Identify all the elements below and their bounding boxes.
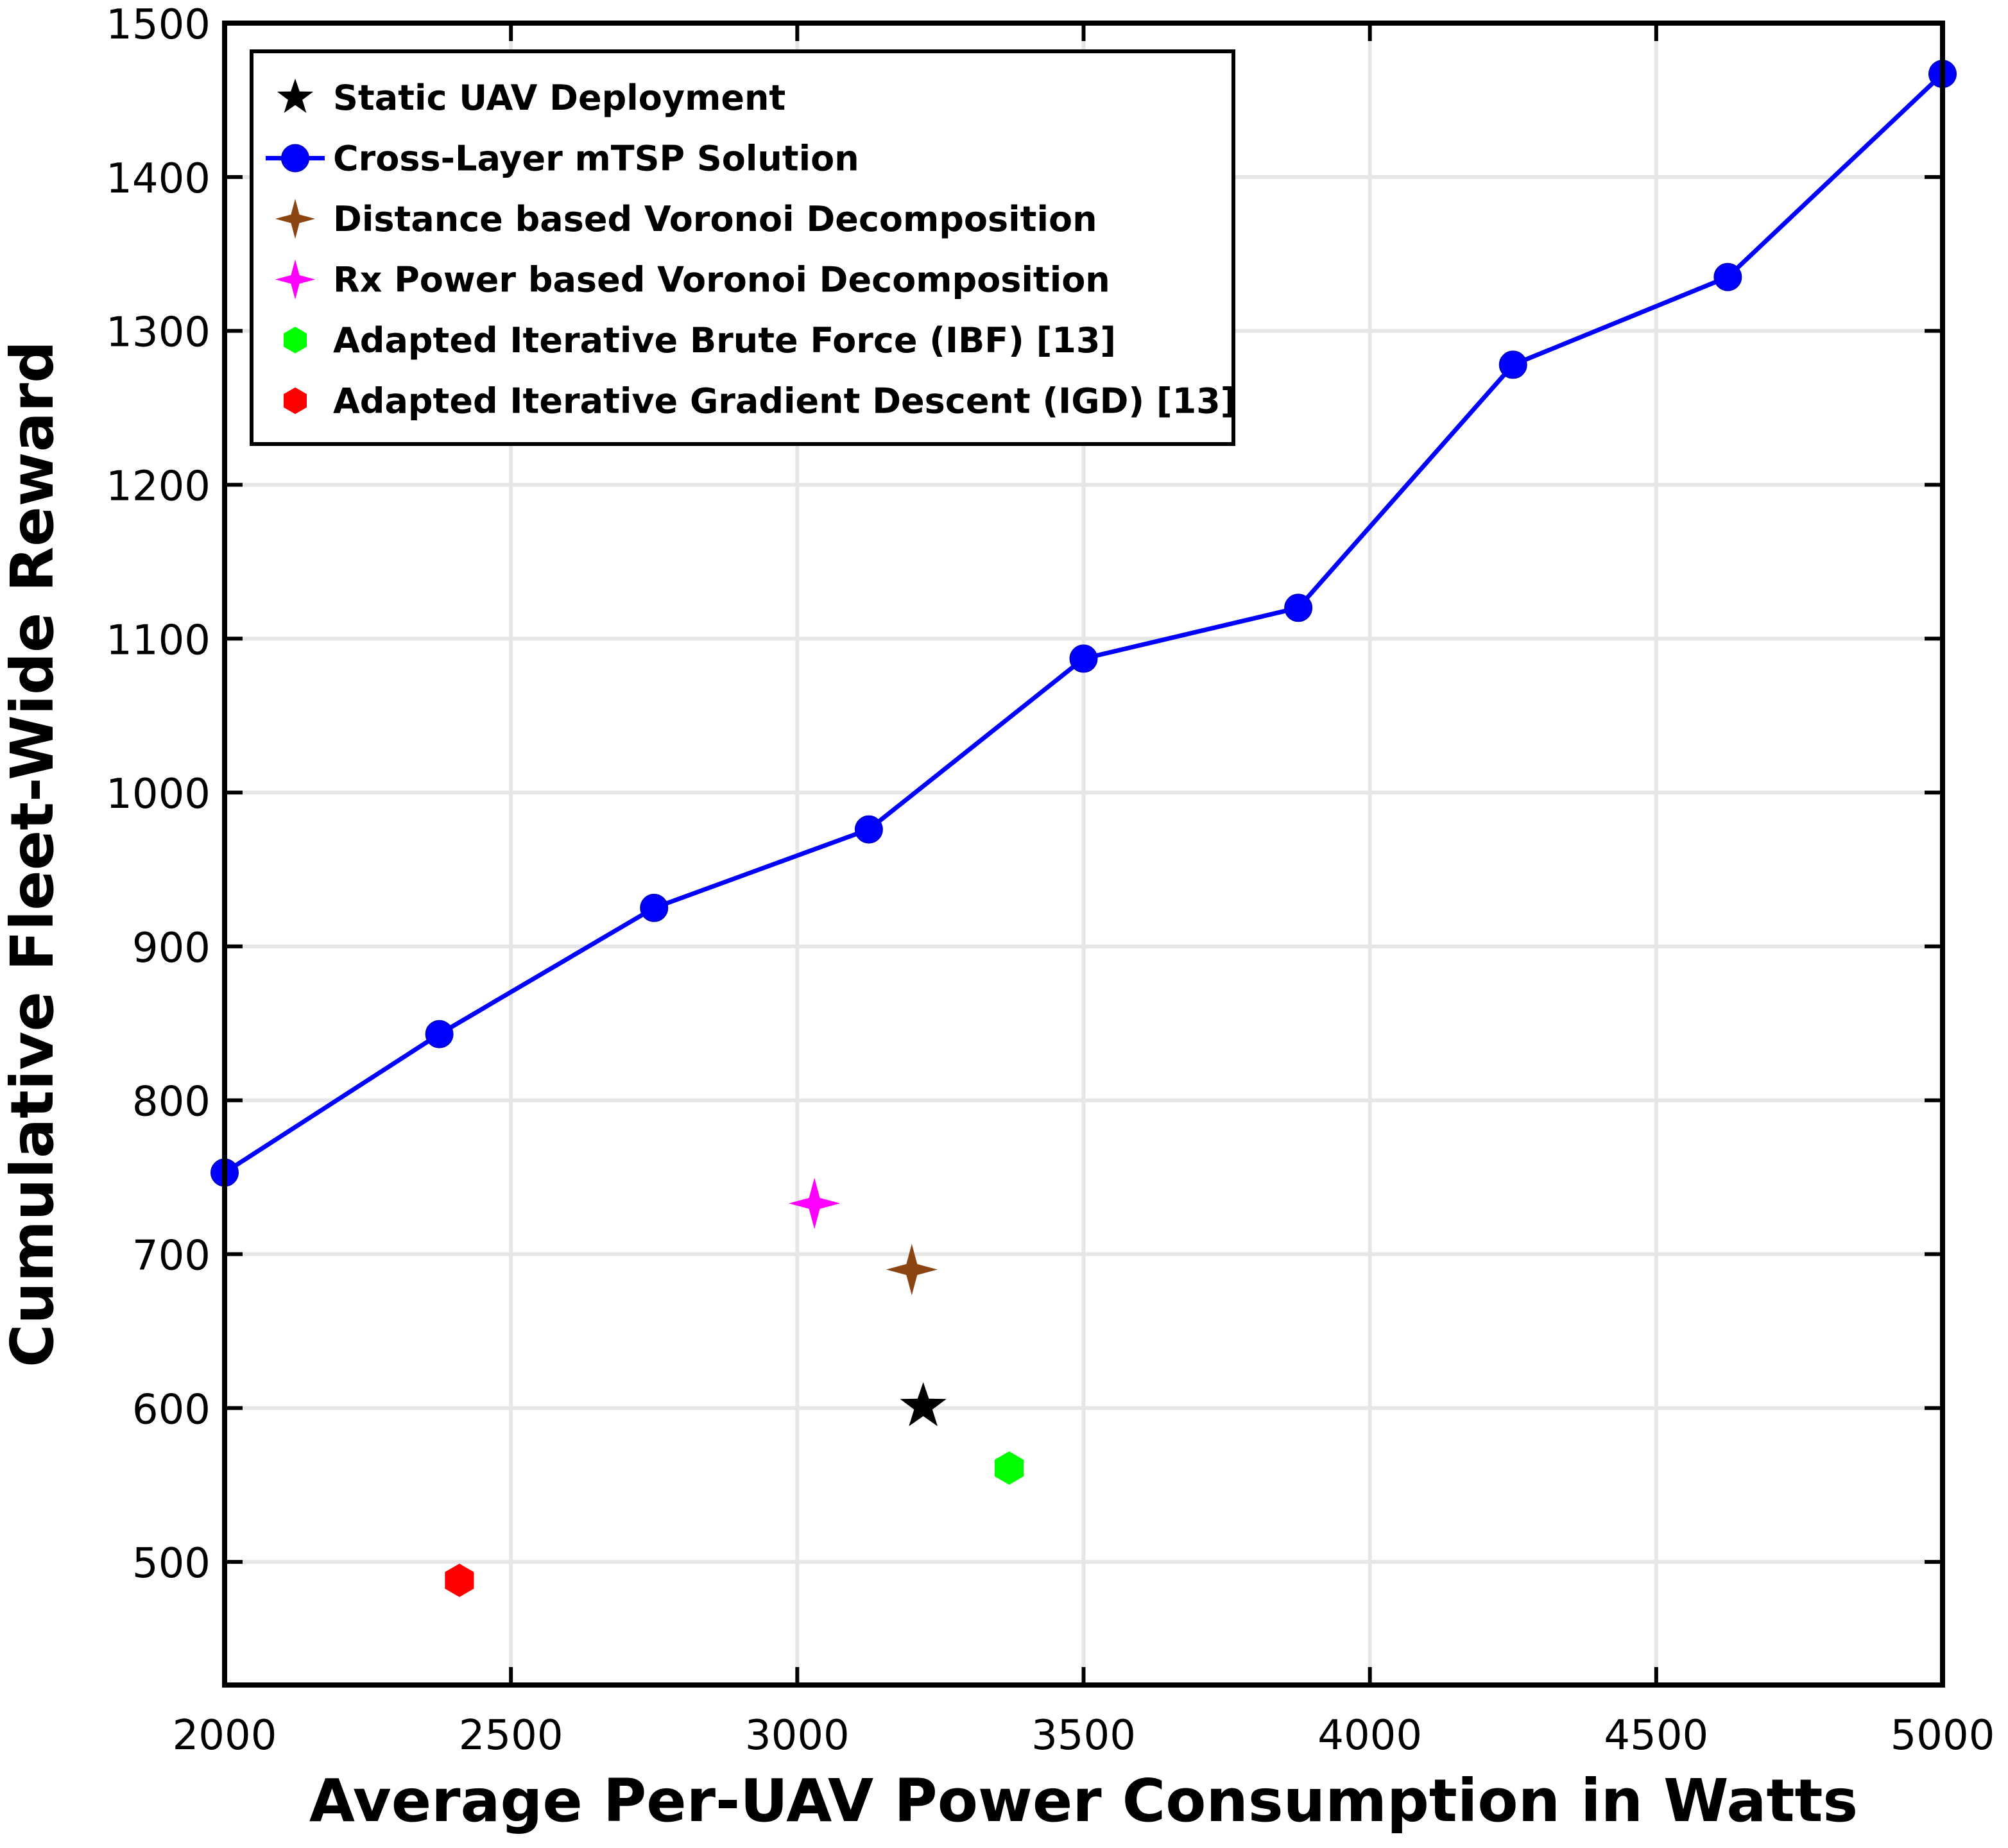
tick-labels: 2000 2500 3000 3500 4000 4500 5000 500 600 700 800… — [106, 1, 1995, 1759]
data-point — [994, 1451, 1024, 1485]
data-markers — [210, 60, 1957, 1597]
data-point — [789, 1177, 841, 1229]
data-point — [425, 1020, 454, 1048]
legend-marker — [283, 387, 307, 415]
legend-marker — [277, 78, 314, 113]
data-point — [886, 1244, 938, 1296]
data-point — [1069, 644, 1098, 673]
x-tick-label: 4500 — [1604, 1712, 1708, 1759]
x-tick-label: 2500 — [459, 1712, 563, 1759]
data-point — [445, 1563, 474, 1597]
legend-box — [250, 49, 1235, 446]
legend-marker — [283, 327, 307, 354]
y-tick-label: 1200 — [106, 463, 210, 510]
data-point — [1713, 262, 1742, 291]
x-tick-label: 4000 — [1317, 1712, 1422, 1759]
legend-marker — [275, 198, 316, 239]
x-axis-title: Average Per-UAV Power Consumption in Wat… — [309, 1767, 1858, 1835]
legend-label: Rx Power based Voronoi Decomposition — [333, 260, 1110, 300]
data-point — [1284, 594, 1313, 622]
legend-label: Static UAV Deployment — [333, 78, 785, 118]
data-point — [854, 815, 883, 844]
x-tick-label: 3500 — [1031, 1712, 1136, 1759]
x-tick-label: 3000 — [745, 1712, 850, 1759]
data-point — [1498, 350, 1527, 379]
legend: Static UAV Deployment Cross-Layer mTSP So… — [250, 49, 1236, 446]
y-tick-label: 900 — [132, 925, 210, 972]
legend-marker — [275, 259, 316, 300]
x-tick-label: 5000 — [1891, 1712, 1995, 1759]
legend-label: Cross-Layer mTSP Solution — [333, 139, 859, 179]
y-tick-label: 700 — [132, 1233, 210, 1280]
data-point — [640, 893, 669, 922]
y-tick-label: 1500 — [106, 1, 210, 49]
legend-marker — [281, 144, 309, 173]
y-tick-label: 800 — [132, 1079, 210, 1126]
y-tick-label: 1400 — [106, 155, 210, 203]
y-tick-label: 500 — [132, 1540, 210, 1587]
y-tick-label: 1300 — [106, 309, 210, 357]
x-tick-label: 2000 — [173, 1712, 277, 1759]
y-tick-label: 1100 — [106, 617, 210, 664]
legend-label: Adapted Iterative Gradient Descent (IGD)… — [333, 381, 1236, 422]
axis-ticks — [223, 21, 1944, 1685]
y-tick-label: 1000 — [106, 771, 210, 818]
y-axis-title: Cumulative Fleet-Wide Reward — [0, 341, 67, 1367]
y-tick-label: 600 — [132, 1386, 210, 1433]
legend-label: Distance based Voronoi Decomposition — [333, 199, 1097, 239]
data-point — [900, 1382, 947, 1426]
legend-label: Adapted Iterative Brute Force (IBF) [13] — [333, 320, 1116, 361]
